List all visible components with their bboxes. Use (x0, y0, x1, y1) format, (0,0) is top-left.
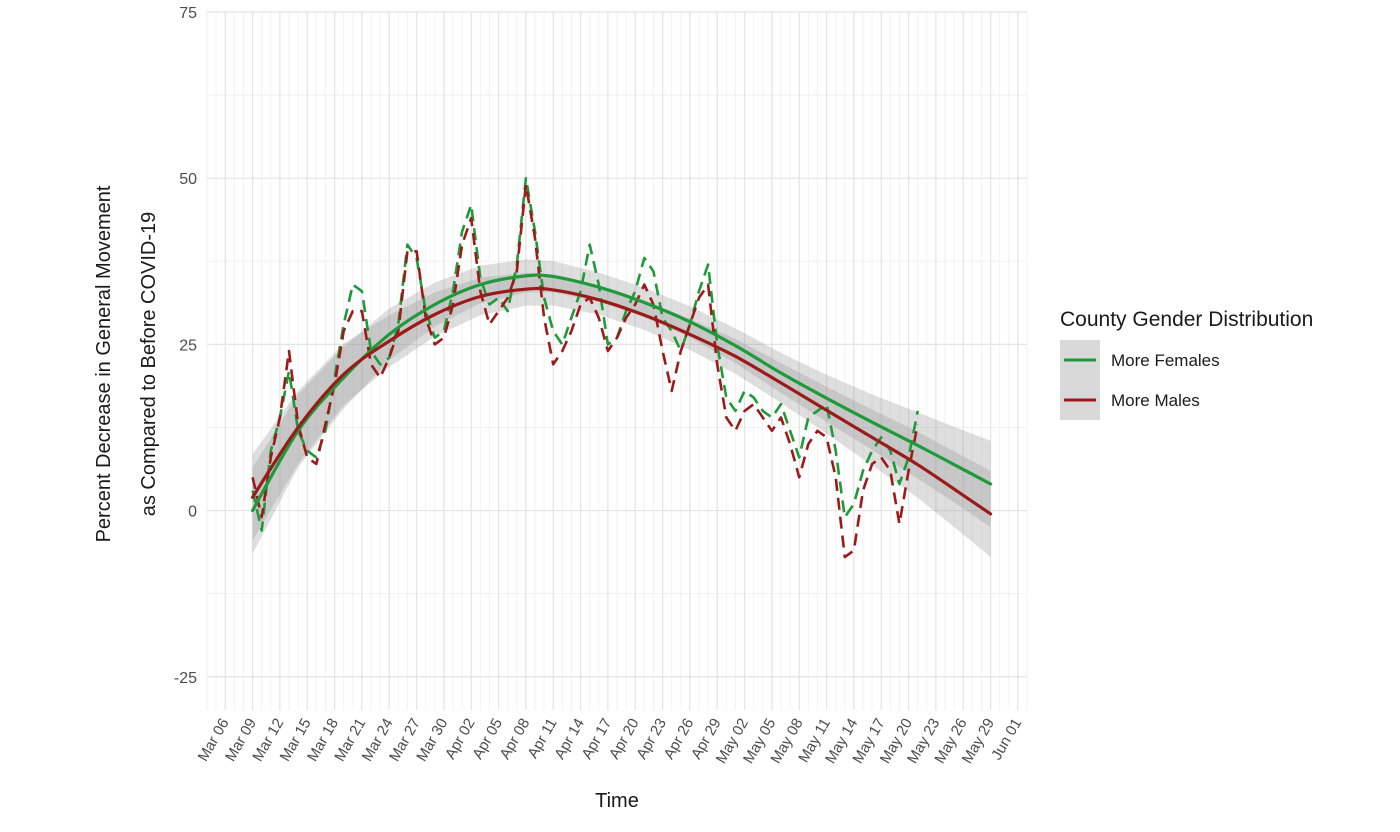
daily-series-line (251, 183, 919, 559)
y-tick-labels: -25 0 25 50 75 (174, 5, 197, 687)
x-axis-title: Time (595, 790, 639, 812)
y-tick-label: 0 (188, 504, 197, 521)
y-tick-label: 75 (179, 5, 197, 22)
y-axis-title-line1: Percent Decrease in General Movement (93, 185, 115, 542)
smoothed-lines (250, 273, 993, 516)
daily-lines (251, 176, 919, 559)
y-axis-title-line2: as Compared to Before COVID-19 (138, 212, 160, 517)
daily-series-line (251, 176, 919, 532)
smoothed-series-line (250, 286, 993, 516)
legend-label: More Males (1111, 391, 1200, 410)
y-tick-label: 50 (179, 171, 197, 188)
legend: County Gender Distribution More Females M… (1060, 308, 1313, 420)
smoothed-series-line (250, 273, 993, 513)
legend-label: More Females (1111, 351, 1220, 370)
confidence-band (252, 272, 991, 558)
legend-title: County Gender Distribution (1060, 308, 1313, 331)
y-tick-label: 25 (179, 337, 197, 354)
y-tick-label: -25 (174, 670, 197, 687)
